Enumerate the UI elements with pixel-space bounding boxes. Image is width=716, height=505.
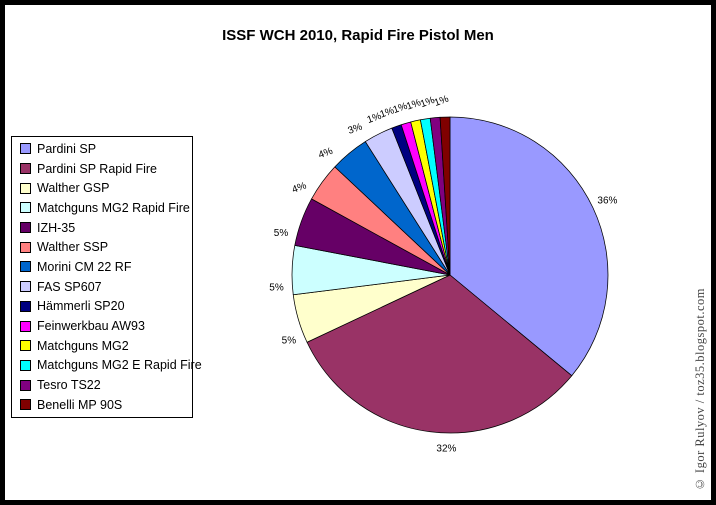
legend-item: Walther SSP: [12, 237, 192, 257]
slice-percentage-label: 1%: [378, 105, 395, 120]
legend-swatch: [20, 300, 31, 312]
legend-item: Pardini SP Rapid Fire: [12, 159, 192, 179]
slice-percentage-label: 3%: [347, 122, 364, 137]
slice-percentage-label: 36%: [597, 196, 617, 207]
slice-percentage-label: 1%: [433, 94, 450, 109]
legend-item: Feinwerkbau AW93: [12, 316, 192, 336]
legend-swatch: [20, 379, 31, 391]
legend-swatch: [20, 222, 31, 234]
slice-percentage-label: 5%: [282, 335, 297, 346]
legend-item-label: Matchguns MG2 E Rapid Fire: [37, 358, 202, 373]
legend-swatch: [20, 320, 31, 332]
slice-percentage-label: 1%: [366, 111, 383, 126]
pie-slice: [439, 116, 451, 276]
slice-percentage-label: 1%: [419, 95, 436, 110]
legend-item-label: Tesro TS22: [37, 378, 101, 393]
legend-swatch: [20, 182, 31, 194]
slice-percentage-label: 4%: [291, 180, 308, 195]
slice-percentage-label: 4%: [317, 146, 334, 161]
slice-percentage-label: 5%: [274, 228, 289, 239]
legend-item: FAS SP607: [12, 277, 192, 297]
legend: Pardini SP Pardini SP Rapid Fire Walther G…: [11, 136, 202, 418]
legend-swatch: [20, 340, 31, 352]
legend-item-label: Matchguns MG2: [37, 338, 129, 353]
legend-swatch: [20, 202, 31, 214]
legend-item-label: FAS SP607: [37, 279, 102, 294]
pie-slice: [449, 116, 609, 377]
legend-item-label: Walther GSP: [37, 181, 110, 196]
legend-item-label: Benelli MP 90S: [37, 397, 123, 412]
legend-swatch: [20, 281, 31, 293]
legend-swatch: [20, 261, 31, 273]
legend-item-label: Walther SSP: [37, 240, 109, 255]
legend-swatch: [20, 399, 31, 411]
legend-item-label: Matchguns MG2 Rapid Fire: [37, 200, 190, 215]
legend-item: Matchguns MG2 E Rapid Fire: [12, 356, 202, 376]
slice-percentage-label: 32%: [436, 444, 456, 455]
legend-item-label: Morini CM 22 RF: [37, 259, 132, 274]
legend-swatch: [20, 163, 31, 175]
legend-item-label: Pardini SP Rapid Fire: [37, 161, 157, 176]
legend-item-label: IZH-35: [37, 220, 76, 235]
legend-item: Matchguns MG2 Rapid Fire: [12, 198, 192, 218]
legend-swatch: [20, 359, 31, 371]
chart-title: ISSF WCH 2010, Rapid Fire Pistol Men: [222, 27, 494, 44]
legend-item: Pardini SP: [12, 139, 192, 159]
legend-item: Benelli MP 90S: [12, 395, 192, 415]
legend-item: Matchguns MG2: [12, 336, 192, 356]
legend-swatch: [20, 143, 31, 155]
pie-slice: [306, 274, 573, 434]
slice-percentage-label: 5%: [269, 282, 284, 293]
legend-swatch: [20, 241, 31, 253]
legend-item-label: Feinwerkbau AW93: [37, 319, 145, 334]
pie-chart: 36%32%5%5%5%4%4%3%1%1%1%1%1%1%: [269, 94, 617, 455]
legend-item: Hämmerli SP20: [12, 297, 192, 317]
legend-item: Morini CM 22 RF: [12, 257, 192, 277]
legend-item-label: Hämmerli SP20: [37, 299, 125, 314]
legend-item: Walther GSP: [12, 178, 192, 198]
legend-item: IZH-35: [12, 218, 192, 238]
legend-item-label: Pardini SP: [37, 141, 97, 156]
legend-item: Tesro TS22: [12, 375, 192, 395]
slice-percentage-label: 1%: [392, 101, 409, 116]
slice-percentage-label: 1%: [405, 97, 422, 112]
